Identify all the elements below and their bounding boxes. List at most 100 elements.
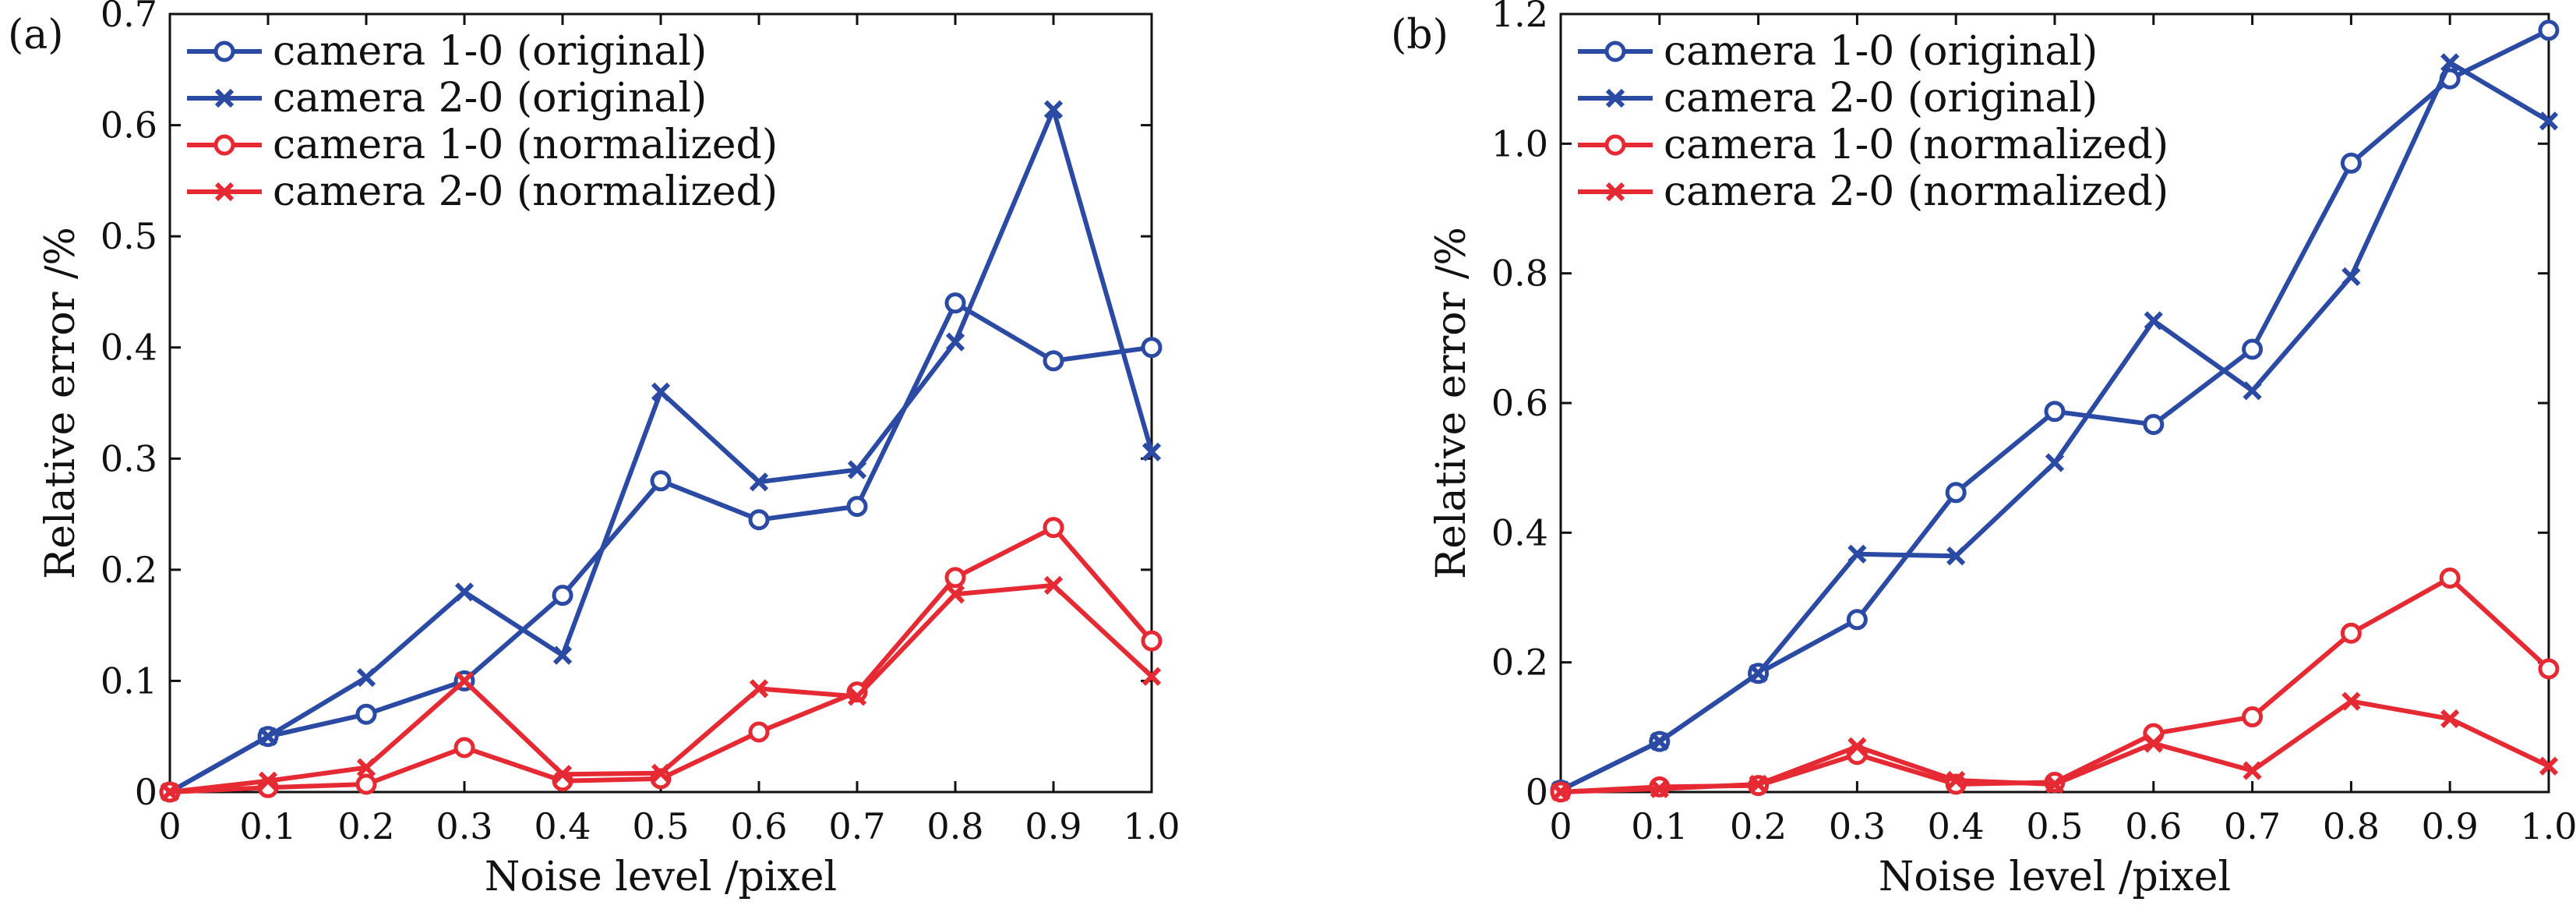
data-point-x: [2045, 453, 2065, 472]
x-axis-label: Noise level /pixel: [485, 854, 837, 900]
legend-marker-x: [1605, 88, 1625, 108]
data-point-x: [651, 763, 671, 783]
data-point-x: [454, 671, 475, 691]
series-camera-2-0-normalized-: [1551, 691, 2559, 802]
x-tick-label: 0: [1549, 805, 1572, 847]
y-tick-label: 0: [1526, 771, 1548, 813]
data-point-circle: [2242, 338, 2264, 360]
data-point-x: [258, 727, 278, 746]
data-point-x: [945, 332, 965, 352]
legend-entry-label: camera 2-0 (normalized): [1664, 168, 2168, 215]
data-point-circle: [1846, 609, 1868, 631]
x-tick-label: 0.9: [1025, 805, 1082, 847]
x-tick-label: 0.3: [436, 805, 492, 847]
data-point-x: [552, 765, 573, 784]
legend-marker-x: [214, 182, 235, 202]
data-point-x: [1946, 770, 1966, 790]
data-point-circle: [453, 737, 475, 759]
data-point-x: [356, 668, 376, 688]
data-point-circle: [748, 721, 770, 743]
data-point-x: [2539, 756, 2559, 776]
data-point-x: [1749, 774, 1768, 794]
data-point-x: [749, 679, 769, 698]
data-point-circle: [1043, 517, 1064, 539]
data-point-x: [1142, 442, 1162, 462]
data-point-x: [2341, 267, 2361, 286]
data-point-circle: [2242, 706, 2264, 728]
legend-entry-label: camera 1-0 (normalized): [273, 122, 778, 168]
x-tick-label: 0.5: [2026, 805, 2083, 847]
data-point-x: [552, 645, 573, 665]
data-point-circle: [1141, 337, 1163, 359]
y-tick-label: 0.4: [101, 327, 157, 369]
data-point-x: [1749, 663, 1768, 683]
data-point-x: [454, 582, 475, 602]
data-point-x: [2144, 734, 2163, 753]
legend-marker-x: [1605, 182, 1625, 202]
x-tick-label: 0.9: [2422, 805, 2479, 847]
data-point-x: [1043, 100, 1064, 119]
data-point-circle: [2538, 19, 2560, 41]
data-point-circle: [2044, 401, 2066, 423]
data-point-circle: [846, 496, 868, 518]
data-point-circle: [1945, 482, 1967, 504]
legend-entry-label: camera 1-0 (normalized): [1664, 122, 2168, 168]
y-tick-label: 0.6: [1491, 382, 1548, 424]
y-tick-label: 0.8: [1491, 253, 1548, 295]
data-point-x: [945, 585, 965, 604]
x-tick-label: 1.0: [1123, 805, 1180, 847]
y-axis-label: Relative error /%: [1428, 227, 1475, 579]
data-point-x: [356, 758, 376, 777]
legend-marker-circle: [1604, 134, 1626, 156]
data-point-x: [2243, 761, 2262, 780]
legend: camera 1-0 (original)camera 2-0 (origina…: [187, 28, 778, 215]
data-point-circle: [2538, 658, 2560, 680]
data-point-x: [749, 472, 769, 492]
legend-entry-label: camera 2-0 (normalized): [273, 168, 778, 215]
data-point-x: [2144, 311, 2163, 331]
x-tick-label: 0.4: [534, 805, 591, 847]
data-point-x: [847, 460, 867, 479]
y-tick-label: 0.5: [101, 215, 157, 257]
series-camera-1-0-normalized-: [1550, 568, 2560, 803]
y-tick-label: 0.1: [101, 660, 157, 702]
series-camera-2-0-normalized-: [160, 575, 1162, 802]
x-tick-label: 0.5: [632, 805, 689, 847]
y-tick-label: 1.2: [1491, 0, 1548, 35]
chart-panel-a: 0 0.1 0.2 0.3 0.4 0.5 0.6 0.7 0.8 0.9 1.0 0 0.1 0.2 0.…: [8, 0, 1180, 900]
x-tick-label: 1.0: [2520, 805, 2576, 847]
series-line: [169, 525, 1154, 794]
y-tick-label: 1.0: [1491, 122, 1548, 164]
legend-marker-circle: [1604, 41, 1626, 62]
data-point-x: [2539, 111, 2559, 131]
legend-marker-circle: [213, 41, 235, 62]
data-point-x: [1650, 732, 1669, 751]
data-point-x: [847, 687, 867, 706]
y-axis-label: Relative error /%: [37, 227, 84, 579]
data-point-circle: [944, 292, 966, 314]
data-point-circle: [2340, 152, 2362, 174]
x-tick-label: 0.1: [239, 805, 296, 847]
x-tick-label: 0.8: [926, 805, 983, 847]
x-tick-label: 0.6: [730, 805, 787, 847]
x-tick-label: 0.3: [1829, 805, 1886, 847]
y-tick-label: 0.3: [101, 437, 157, 479]
legend-marker-x: [214, 88, 235, 108]
x-tick-label: 0: [158, 805, 181, 847]
legend-marker-circle: [213, 134, 235, 156]
legend-entry-label: camera 2-0 (original): [1664, 75, 2098, 122]
chart-panel-b: 0 0.1 0.2 0.3 0.4 0.5 0.6 0.7 0.8 0.9 1.0 0 0.2 0.4 0.…: [1391, 0, 2576, 900]
data-point-circle: [1043, 350, 1064, 372]
data-point-circle: [2340, 622, 2362, 644]
data-point-x: [1946, 546, 1966, 566]
data-point-circle: [944, 567, 966, 589]
panel-label: (a): [8, 12, 64, 58]
series-line: [169, 582, 1154, 794]
data-point-circle: [1141, 630, 1163, 652]
series-line: [1560, 575, 2551, 794]
data-point-circle: [552, 585, 573, 606]
x-tick-label: 0.8: [2323, 805, 2380, 847]
data-point-x: [651, 382, 671, 401]
data-point-circle: [748, 509, 770, 531]
